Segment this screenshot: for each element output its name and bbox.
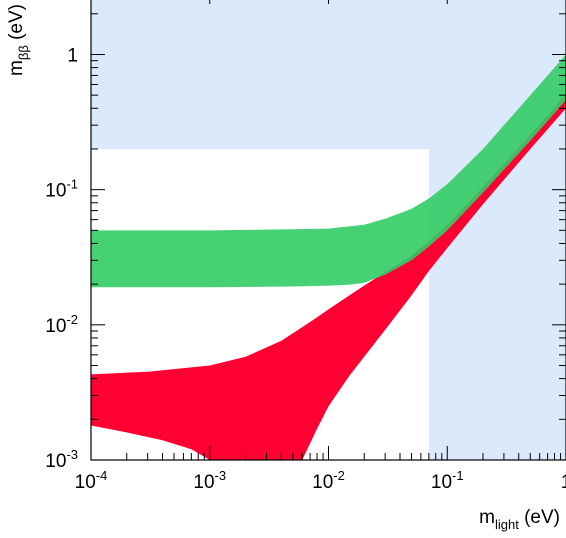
x-tick-label-exp: -1 [452,468,464,483]
x-tick-label-exp: -4 [96,468,108,483]
x-tick-label-exp: -3 [215,468,227,483]
y-tick-label-1: 10-2 [45,312,78,337]
y-tick-label-base: 1 [67,45,78,66]
x-tick-label-0: 10-4 [75,468,108,493]
y-tick-label-3: 1 [67,45,78,66]
x-tick-label-2: 10-2 [312,468,345,493]
y-tick-label-2: 10-1 [45,177,78,202]
x-tick-label-base: 10 [431,472,452,493]
y-tick-label-base: 10 [45,316,66,337]
x-tick-label-exp: -2 [333,468,345,483]
y-tick-label-base: 10 [45,451,66,472]
band-1 [91,54,566,288]
x-tick-label-base: 10 [193,472,214,493]
excluded-region-0 [91,0,566,460]
x-axis-title: mlight (eV) [479,507,560,532]
x-tick-label-1: 10-3 [193,468,226,493]
band-0 [91,94,566,460]
x-tick-label-base: 10 [312,472,333,493]
y-tick-label-exp: -1 [66,177,78,192]
x-tick-label-base: 1 [561,472,566,493]
y-tick-label-exp: -3 [66,447,78,462]
y-tick-label-base: 10 [45,181,66,202]
y-axis-title: mββ (eV) [6,4,31,76]
x-tick-label-4: 1 [561,472,566,493]
x-tick-label-3: 10-1 [431,468,464,493]
y-tick-label-0: 10-3 [45,447,78,472]
x-tick-label-base: 10 [75,472,96,493]
y-tick-label-exp: -2 [66,312,78,327]
